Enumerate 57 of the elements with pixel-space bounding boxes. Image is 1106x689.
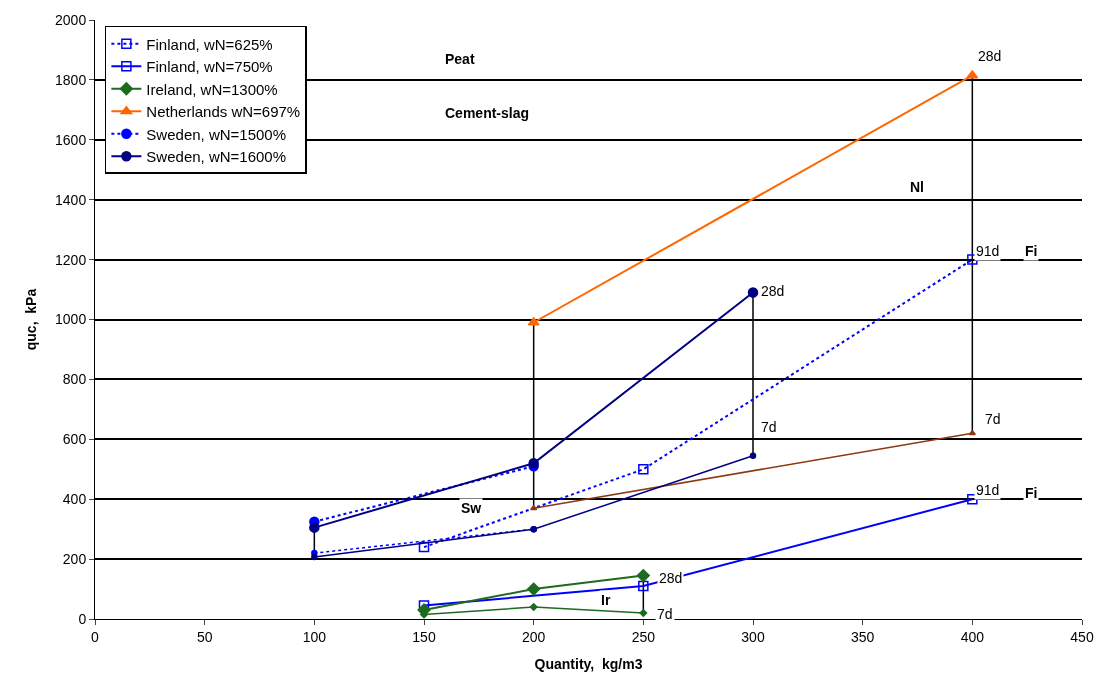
annotation: Cement-slag (445, 105, 530, 121)
annotation: Peat (445, 51, 475, 67)
point (418, 541, 430, 553)
legend-label: Sweden, wN=1600% (146, 148, 287, 166)
point (639, 609, 648, 618)
annotation: Ir (601, 592, 611, 608)
y-tick-label: 1000 (55, 311, 87, 328)
point (529, 603, 538, 612)
point (747, 287, 759, 298)
annotation: Nl (910, 179, 924, 195)
point (749, 452, 757, 460)
x-tick-label: 450 (1070, 628, 1094, 645)
annotation: Sw (461, 500, 482, 516)
point (636, 568, 650, 583)
y-tick-label: 600 (62, 431, 87, 448)
annotation: 91d (976, 243, 1000, 259)
annotation: 28d (978, 48, 1002, 64)
x-tick-label: 400 (960, 628, 985, 645)
y-tick-label: 1600 (55, 131, 87, 148)
legend-label: Sweden, wN=1500% (146, 125, 287, 143)
y-tick-label: 2000 (55, 11, 87, 28)
x-tick-label: 300 (741, 628, 765, 645)
legend-label: Ireland, wN=1300% (146, 80, 278, 98)
x-axis-title: Quantity, kg/m3 (534, 656, 643, 673)
y-tick-label: 200 (62, 551, 87, 567)
x-tick-label: 350 (850, 628, 875, 645)
x-tick-label: 150 (412, 628, 436, 645)
legend-label: Finland, wN=625% (146, 35, 273, 53)
annotation: 7d (985, 411, 1001, 427)
y-tick-label: 0 (78, 610, 87, 627)
y-tick-label: 1400 (55, 191, 87, 208)
annotation: 91d (976, 482, 1000, 498)
point (638, 580, 649, 592)
x-tick-label: 100 (302, 628, 327, 645)
x-tick-label: 200 (521, 628, 546, 645)
annotation: 28d (659, 570, 683, 586)
point (967, 493, 978, 505)
point (638, 464, 649, 475)
point (311, 553, 318, 561)
point (967, 254, 978, 265)
annotation: Fi (1025, 485, 1038, 501)
y-axis-title: quc, kPa (22, 288, 39, 351)
x-tick-label: 0 (91, 628, 100, 645)
annotation: 28d (761, 283, 785, 299)
annotation: Fi (1025, 243, 1038, 259)
y-tick-label: 400 (62, 491, 87, 508)
y-tick-label: 1800 (55, 71, 87, 88)
x-tick-label: 50 (196, 628, 213, 645)
legend-label: Netherlands wN=697% (146, 103, 301, 121)
point (527, 582, 541, 596)
y-tick-label: 800 (62, 371, 87, 388)
point (309, 522, 320, 533)
y-tick-label: 1200 (55, 251, 87, 268)
x-tick-label: 250 (631, 628, 656, 645)
annotation: 7d (657, 606, 673, 622)
annotation: 7d (761, 419, 777, 435)
legend-label: Finland, wN=750% (146, 58, 273, 76)
